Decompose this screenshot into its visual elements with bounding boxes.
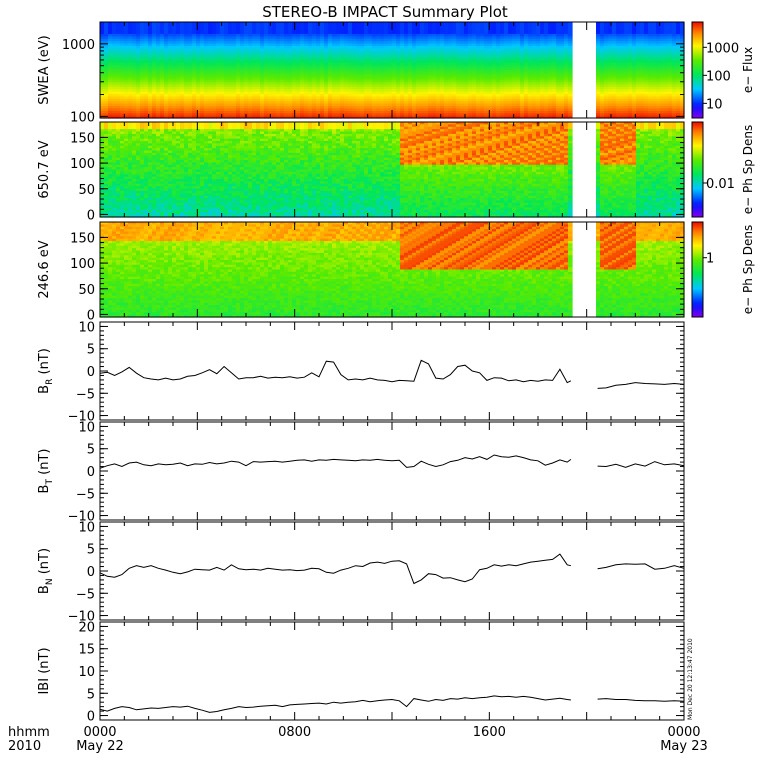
- colorbar-1: 10 100 1000 e− Flux: [691, 21, 755, 119]
- panel-axes-2: 0 50 100 150 650.7 eV: [37, 121, 685, 223]
- panel-frame: [99, 321, 685, 421]
- y-tick-label: 50: [78, 283, 95, 298]
- y-tick-label: 0: [87, 365, 95, 380]
- y-tick-label: 0: [87, 308, 95, 323]
- panel-axes-1: 100 1000 SWEA (eV): [37, 21, 685, 125]
- series-line-before-gap: [99, 695, 571, 713]
- series-line-before-gap: [99, 454, 572, 469]
- colorbar-tick-label: 1000: [706, 41, 739, 56]
- colorbar-label: e− Flux: [741, 47, 755, 93]
- series-line-before-gap: [99, 359, 572, 384]
- time-axis-hhmm-label: hhmm: [8, 725, 50, 740]
- y-tick-label: 5: [87, 687, 95, 702]
- y-tick-label: −5: [76, 587, 95, 602]
- y-tick-label: 1000: [62, 38, 95, 53]
- y-tick-label: 150: [70, 231, 95, 246]
- y-tick-label: −5: [76, 387, 95, 402]
- y-axis-label: IBI (nT): [37, 647, 52, 694]
- time-tick-date: May 23: [660, 739, 708, 754]
- y-axis-label: SWEA (eV): [37, 35, 52, 104]
- time-axis-year-label: 2010: [8, 739, 41, 754]
- y-tick-label: 10: [78, 320, 95, 335]
- y-tick-label: 0: [87, 465, 95, 480]
- y-tick-label: 20: [78, 620, 95, 635]
- plot-title: STEREO-B IMPACT Summary Plot: [262, 3, 508, 21]
- y-tick-label: 100: [70, 110, 95, 125]
- spectrogram-panel-1: [100, 22, 685, 119]
- series-7: [99, 695, 685, 713]
- colorbar-tick-label: 0.01: [706, 177, 735, 192]
- series-6: [99, 553, 685, 585]
- time-tick-label: 0000: [83, 725, 116, 740]
- panel-axes-7: 0 5 10 15 20 IBI (nT): [37, 620, 685, 725]
- y-tick-label: 0: [87, 208, 95, 223]
- y-tick-label: −5: [76, 487, 95, 502]
- y-tick-label: 0: [87, 710, 95, 725]
- panel-frame: [99, 521, 685, 621]
- panel-frame: [99, 421, 685, 521]
- spectrogram-panel-3: [100, 222, 685, 318]
- y-tick-label: 100: [70, 157, 95, 172]
- timestamp: Mon Dec 20 12:13:47 2010: [687, 638, 694, 720]
- y-axis-label: BR (nT): [37, 348, 55, 394]
- y-axis-label: BN (nT): [37, 548, 55, 594]
- series-4: [99, 359, 685, 389]
- y-tick-label: 5: [87, 343, 95, 358]
- time-tick-label: 0800: [278, 725, 311, 740]
- colorbar-scale: [691, 21, 704, 119]
- panel-axes-3: 0 50 100 150 246.6 eV: [37, 221, 685, 323]
- y-tick-label: 0: [87, 565, 95, 580]
- panel-frame: [99, 621, 685, 721]
- y-axis-label: BT (nT): [37, 449, 55, 494]
- time-tick-date: May 22: [76, 739, 124, 754]
- y-tick-label: 5: [87, 543, 95, 558]
- colorbar-3: 1 e− Ph Sp Dens: [691, 221, 755, 318]
- time-tick-label: 0000: [667, 725, 700, 740]
- y-tick-label: −10: [68, 410, 95, 425]
- colorbar-label: e− Ph Sp Dens: [741, 125, 755, 214]
- y-tick-label: 10: [78, 520, 95, 535]
- y-axis-label: 650.7 eV: [37, 140, 52, 198]
- colorbar-tick-label: 10: [706, 97, 723, 112]
- series-line-before-gap: [99, 553, 572, 585]
- panel-axes-5: −10 −5 0 5 10 BT (nT): [37, 420, 685, 525]
- colorbar-label: e− Ph Sp Dens: [741, 225, 755, 314]
- colorbar-tick-label: 1: [706, 252, 714, 267]
- y-tick-label: −10: [68, 610, 95, 625]
- y-tick-label: 10: [78, 420, 95, 435]
- y-tick-label: −10: [68, 510, 95, 525]
- colorbar-scale: [691, 121, 704, 218]
- y-tick-label: 150: [70, 131, 95, 146]
- series-line-after-gap: [597, 563, 685, 570]
- colorbar-tick-label: 100: [706, 69, 731, 84]
- y-tick-label: 100: [70, 257, 95, 272]
- colorbar-scale: [691, 221, 704, 318]
- series-line-after-gap: [597, 698, 685, 702]
- y-tick-label: 50: [78, 183, 95, 198]
- y-tick-label: 5: [87, 443, 95, 458]
- y-axis-label: 246.6 eV: [37, 240, 52, 298]
- series-5: [99, 454, 685, 469]
- series-line-after-gap: [597, 382, 685, 389]
- y-tick-label: 10: [78, 665, 95, 680]
- colorbar-2: 0.01 e− Ph Sp Dens: [691, 121, 755, 218]
- y-tick-label: 15: [78, 643, 95, 658]
- spectrogram-panel-2: [100, 122, 685, 218]
- time-tick-label: 1600: [473, 725, 506, 740]
- panel-axes-4: −10 −5 0 5 10 BR (nT): [37, 320, 685, 425]
- series-line-after-gap: [597, 461, 685, 468]
- panel-axes-6: −10 −5 0 5 10 BN (nT): [37, 520, 685, 625]
